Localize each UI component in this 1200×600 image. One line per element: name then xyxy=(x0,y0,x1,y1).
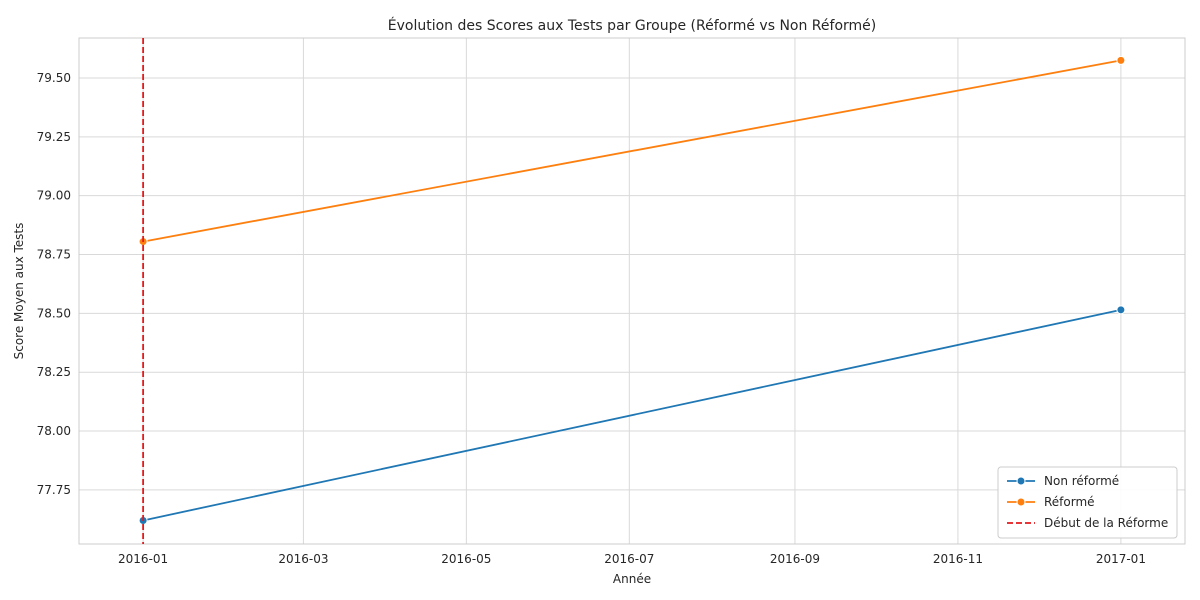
y-tick-label: 79.25 xyxy=(37,130,71,144)
legend-label-debut-reforme: Début de la Réforme xyxy=(1044,516,1168,530)
series-line-reforme xyxy=(142,59,1122,243)
series-line-non-reforme xyxy=(142,308,1122,522)
plot-border xyxy=(78,37,1186,545)
x-tick-label: 2016-01 xyxy=(118,552,168,566)
x-tick-label: 2016-09 xyxy=(770,552,820,566)
legend: Non réformé Réformé Début de la Réforme xyxy=(997,466,1178,539)
x-tick-label: 2016-03 xyxy=(278,552,328,566)
x-axis-label: Année xyxy=(613,572,651,586)
y-tick-label: 79.50 xyxy=(37,71,71,85)
legend-marker-non-reforme xyxy=(1016,476,1026,486)
y-tick-label: 78.25 xyxy=(37,365,71,379)
y-axis-ticks: 77.75 78.00 78.25 78.50 78.75 79.00 79.25 79.50 xyxy=(37,71,71,497)
legend-box xyxy=(997,466,1178,539)
plot-area xyxy=(79,38,1185,544)
legend-label-reforme: Réformé xyxy=(1044,495,1095,509)
data-point-reforme xyxy=(1116,55,1126,65)
x-tick-label: 2016-11 xyxy=(933,552,983,566)
y-tick-label: 78.50 xyxy=(37,306,71,320)
data-point-non-reforme xyxy=(1116,305,1126,315)
x-tick-label: 2016-07 xyxy=(604,552,654,566)
y-tick-label: 79.00 xyxy=(37,189,71,203)
y-tick-label: 78.00 xyxy=(37,424,71,438)
legend-label-non-reforme: Non réformé xyxy=(1044,474,1119,488)
x-tick-label: 2016-05 xyxy=(441,552,491,566)
y-tick-label: 77.75 xyxy=(37,483,71,497)
y-axis-label: Score Moyen aux Tests xyxy=(12,223,26,360)
plot-frame xyxy=(78,37,1186,545)
chart-title: Évolution des Scores aux Tests par Group… xyxy=(388,17,876,34)
x-tick-label: 2017-01 xyxy=(1096,552,1146,566)
y-tick-label: 78.75 xyxy=(37,248,71,262)
legend-marker-reforme xyxy=(1016,497,1026,507)
x-axis-ticks: 2016-01 2016-03 2016-05 2016-07 2016-09 2016-… xyxy=(118,552,1146,566)
